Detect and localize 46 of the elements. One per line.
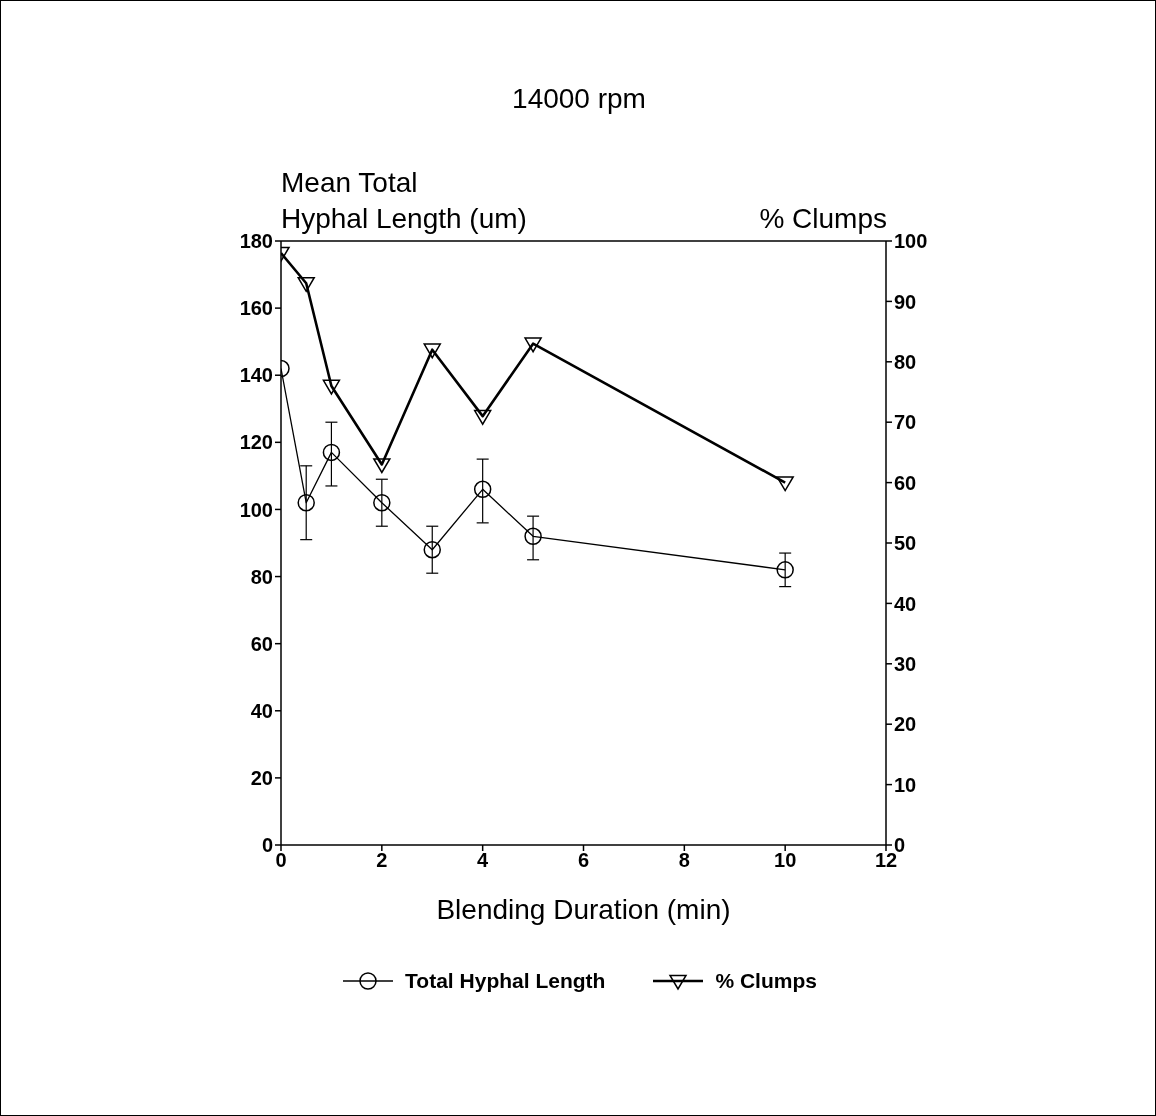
point: [423, 540, 441, 559]
y-tick-label: 20: [250, 766, 273, 789]
point: [524, 337, 542, 353]
y-axis-title: Mean Total Hyphal Length (um): [281, 166, 527, 236]
y-tick-label: 180: [239, 230, 273, 253]
point: [776, 561, 794, 579]
y2-tick-label: 100: [894, 230, 928, 253]
point: [322, 443, 341, 462]
x-tick-label: 6: [577, 849, 590, 872]
y2-tick-label: 30: [894, 652, 917, 675]
point: [373, 493, 391, 512]
legend-label: Total Hyphal Length: [405, 969, 606, 993]
y2-tick-label: 60: [894, 471, 917, 494]
y2-tick-label: 40: [894, 592, 917, 615]
y-tick-label: 140: [239, 364, 273, 387]
point: [524, 527, 542, 546]
x-tick-label: 8: [678, 849, 690, 872]
y-tick-label: 0: [261, 834, 273, 857]
y2-tick-label: 70: [894, 411, 917, 434]
point: [322, 379, 341, 395]
x-tick-label: 10: [774, 849, 797, 872]
point: [423, 343, 441, 359]
y-tick-label: 160: [239, 297, 273, 320]
legend-label: % Clumps: [715, 969, 817, 993]
y-tick-label: 100: [239, 498, 273, 521]
x-tick-label: 0: [275, 849, 287, 872]
point: [297, 493, 315, 512]
y-tick-label: 60: [250, 632, 273, 655]
point: [473, 480, 492, 499]
y2-tick-label: 90: [894, 290, 917, 313]
point: [373, 458, 391, 474]
x-tick-label: 4: [477, 849, 490, 872]
point: [776, 476, 794, 492]
y2-tick-label: 80: [894, 350, 917, 373]
y-tick-label: 120: [239, 431, 273, 454]
y2-tick-label: 20: [894, 713, 917, 736]
y2-tick-label: 10: [894, 773, 917, 796]
point: [473, 409, 492, 425]
y-tick-label: 80: [250, 565, 273, 588]
chart-title: 14000 rpm: [511, 83, 647, 115]
x-axis-title: Blending Duration (min): [435, 894, 732, 926]
y-tick-label: 40: [250, 699, 273, 722]
y2-tick-label: 50: [894, 532, 917, 555]
y2-axis-title: % Clumps: [759, 202, 887, 236]
point: [297, 276, 315, 293]
x-tick-label: 2: [376, 849, 388, 872]
